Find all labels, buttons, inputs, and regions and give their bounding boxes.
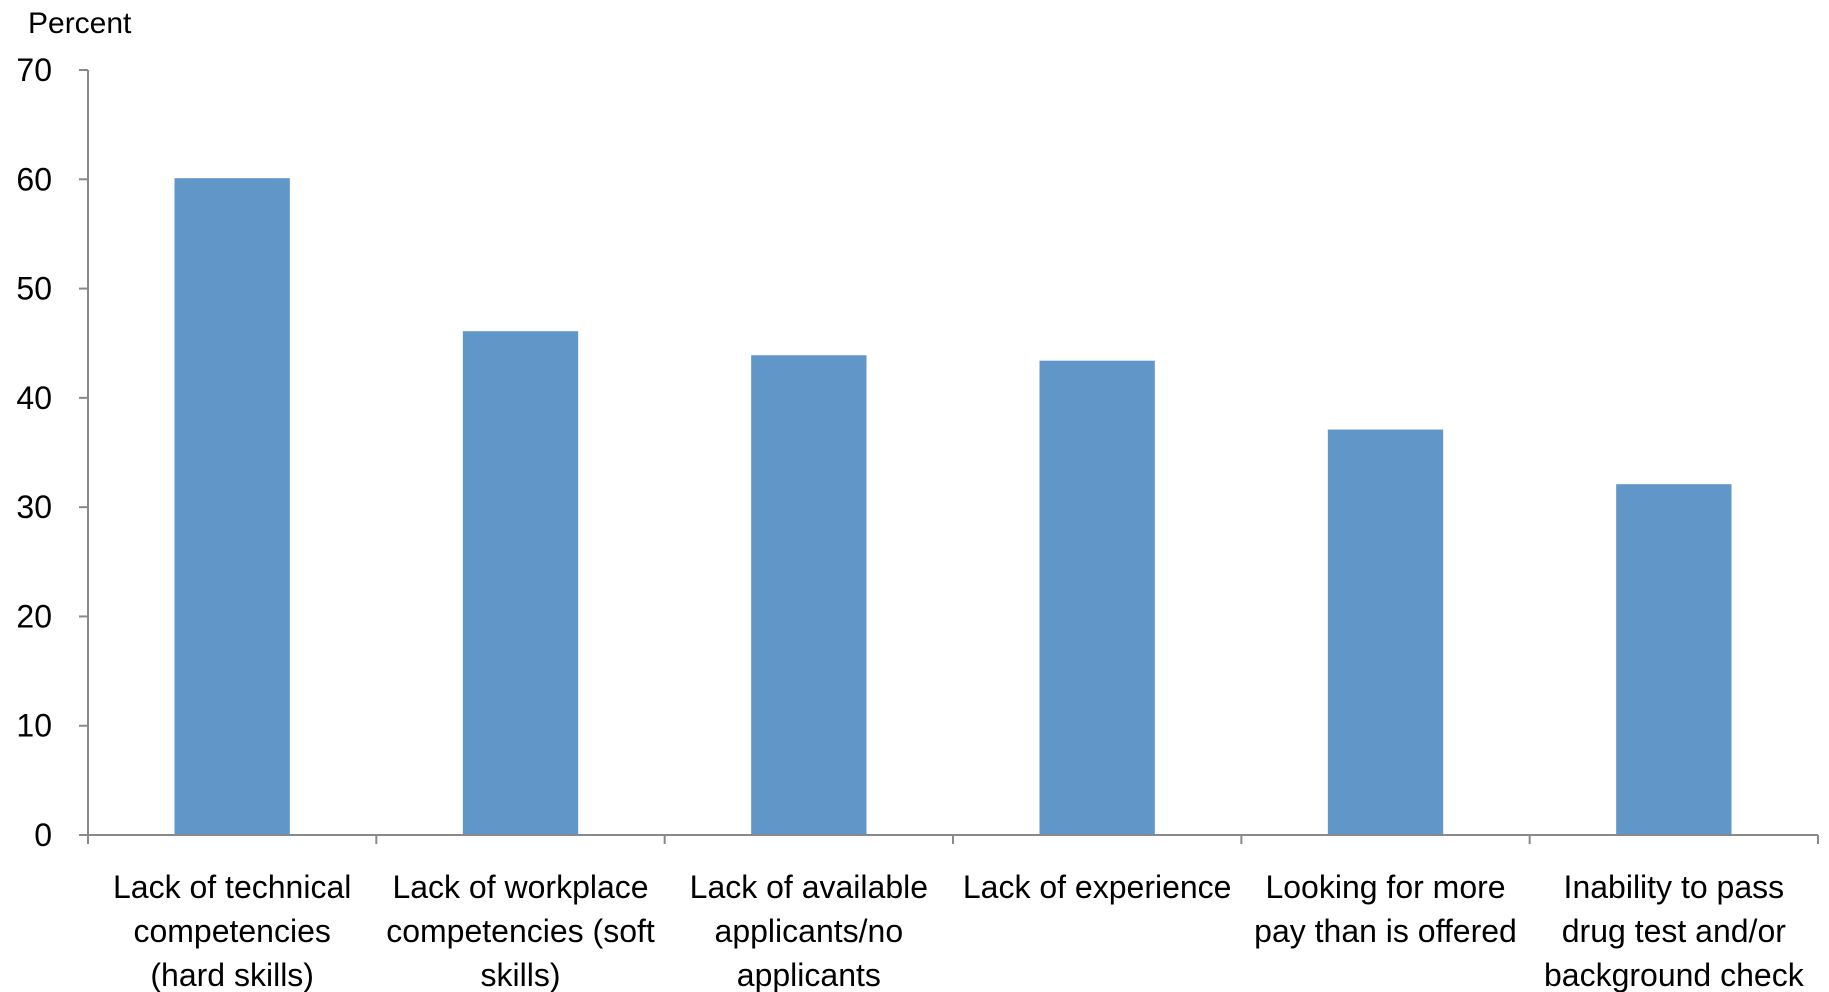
category-label-line: Lack of technical [113,869,351,905]
category-label: Lack of experience [963,869,1232,905]
y-tick-label: 30 [16,489,52,525]
y-axis-ticks: 0 10 20 30 40 50 60 70 [16,52,88,853]
category-label-line: Lack of workplace [392,869,648,905]
bar [1327,429,1444,835]
x-axis [87,834,1819,844]
category-label: Lack of workplace competencies (soft skill… [386,869,655,992]
category-label-line: competencies [133,913,330,949]
category-label-line: applicants/no [715,913,904,949]
bar [751,355,867,835]
bar [1616,484,1732,835]
bar [462,331,579,835]
category-label-line: Lack of available [690,869,928,905]
category-label: Inability to pass drug test and/or backgro… [1544,869,1805,992]
y-tick-label: 50 [16,271,52,307]
category-label: Looking for more pay than is offered [1254,869,1517,949]
y-tick-label: 20 [16,598,52,634]
y-axis-label: Percent [28,7,132,40]
category-label-line: pay than is offered [1254,913,1517,949]
y-tick-label: 60 [16,161,52,197]
category-labels: Lack of technical competencies (hard skill… [113,869,1805,992]
y-tick-label: 0 [34,817,52,853]
category-label-line: Looking for more [1265,869,1505,905]
category-label-line: background check [1544,957,1805,992]
category-label-line: (hard skills) [150,957,314,992]
category-label-line: Inability to pass [1564,869,1785,905]
category-label-line: applicants [737,957,881,992]
bars [174,178,1732,835]
category-label-line: Lack of experience [963,869,1232,905]
category-label-line: competencies (soft [386,913,655,949]
category-label-line: skills) [481,957,561,992]
y-tick-label: 10 [16,708,52,744]
category-label-line: drug test and/or [1562,913,1786,949]
y-tick-label: 70 [16,52,52,88]
category-label: Lack of technical competencies (hard skill… [113,869,351,992]
bar [174,178,290,835]
category-label: Lack of available applicants/no applicants [690,869,928,992]
bar [1039,360,1155,835]
y-tick-label: 40 [16,380,52,416]
